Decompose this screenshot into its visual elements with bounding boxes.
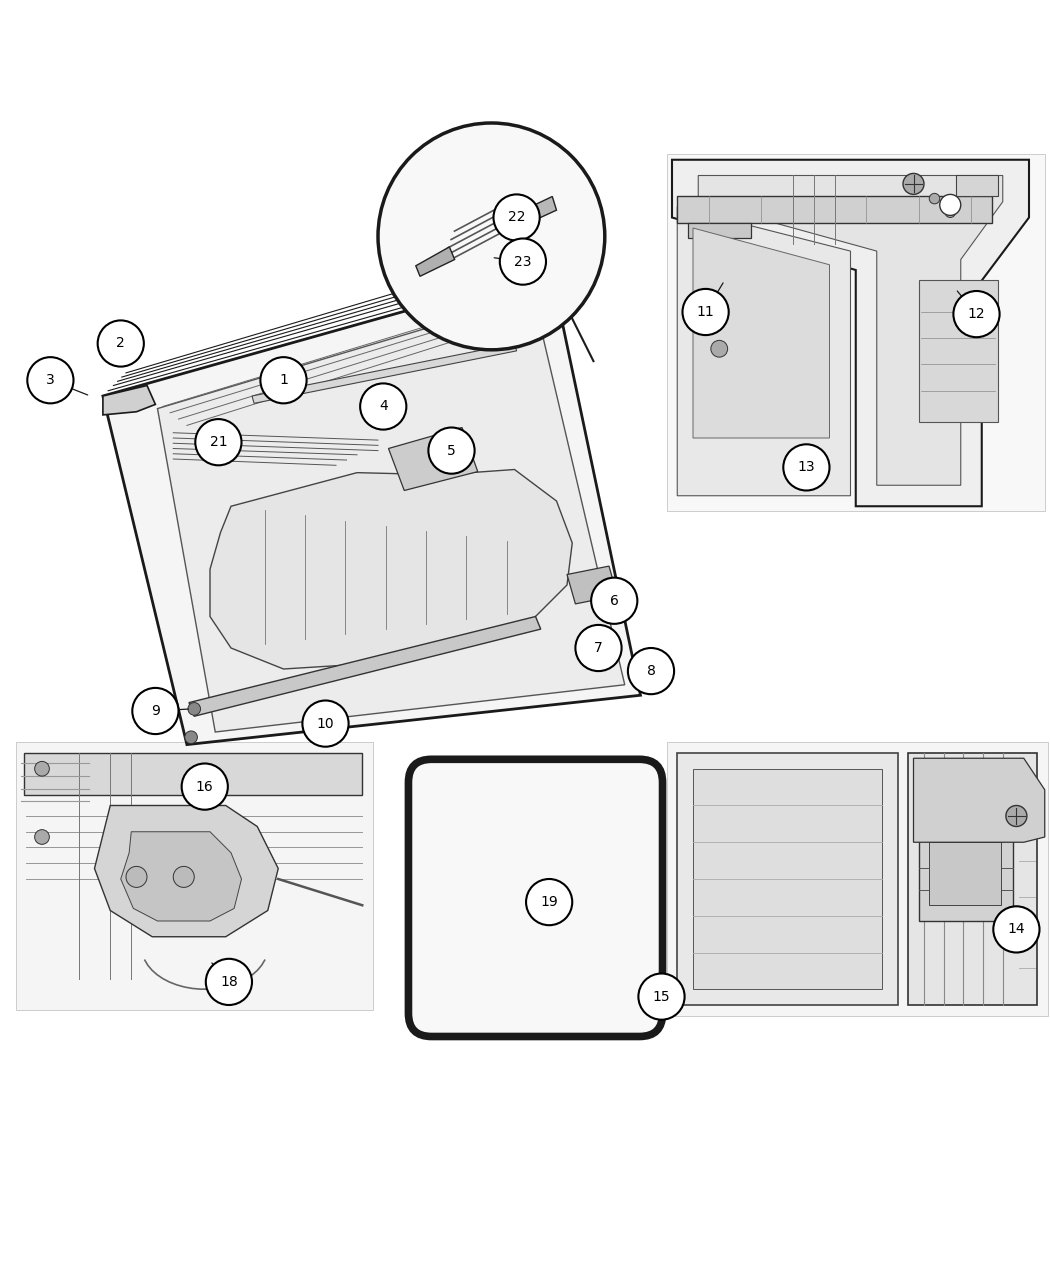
Circle shape xyxy=(953,291,1000,337)
Circle shape xyxy=(945,207,956,218)
Polygon shape xyxy=(103,385,155,414)
Text: 10: 10 xyxy=(317,717,334,731)
Polygon shape xyxy=(698,176,1003,486)
FancyBboxPatch shape xyxy=(16,742,373,1010)
Polygon shape xyxy=(24,754,362,796)
Text: 15: 15 xyxy=(653,989,670,1003)
Polygon shape xyxy=(693,769,882,989)
Polygon shape xyxy=(252,343,517,403)
Circle shape xyxy=(35,830,49,844)
Circle shape xyxy=(711,340,728,357)
Circle shape xyxy=(500,238,546,284)
Circle shape xyxy=(929,194,940,204)
Polygon shape xyxy=(388,427,478,491)
Circle shape xyxy=(591,578,637,623)
Circle shape xyxy=(302,700,349,747)
Text: 16: 16 xyxy=(196,779,213,793)
Text: 7: 7 xyxy=(594,641,603,655)
Text: 4: 4 xyxy=(379,399,387,413)
Polygon shape xyxy=(688,223,751,238)
Circle shape xyxy=(195,419,242,465)
Circle shape xyxy=(526,878,572,926)
Text: 19: 19 xyxy=(541,895,558,909)
Circle shape xyxy=(27,357,74,403)
Text: 5: 5 xyxy=(447,444,456,458)
Circle shape xyxy=(428,427,475,474)
Circle shape xyxy=(632,663,649,680)
Text: 9: 9 xyxy=(151,704,160,718)
Text: 1: 1 xyxy=(279,374,288,388)
Text: 8: 8 xyxy=(647,664,655,678)
Circle shape xyxy=(260,357,307,403)
Circle shape xyxy=(185,731,197,743)
FancyBboxPatch shape xyxy=(667,154,1045,511)
Polygon shape xyxy=(103,270,640,745)
Circle shape xyxy=(126,867,147,887)
Text: 12: 12 xyxy=(968,307,985,321)
Circle shape xyxy=(1006,806,1027,826)
Polygon shape xyxy=(210,469,572,669)
Circle shape xyxy=(132,688,179,734)
Circle shape xyxy=(993,907,1040,952)
Circle shape xyxy=(182,764,228,810)
Text: 23: 23 xyxy=(514,255,531,269)
Polygon shape xyxy=(567,566,617,604)
Polygon shape xyxy=(908,754,1037,1005)
Polygon shape xyxy=(672,159,1029,506)
Text: 11: 11 xyxy=(697,305,714,319)
Text: 6: 6 xyxy=(610,594,618,608)
Text: 2: 2 xyxy=(117,337,125,351)
Text: 21: 21 xyxy=(210,435,227,449)
FancyBboxPatch shape xyxy=(667,742,1048,1015)
Circle shape xyxy=(783,444,830,491)
Polygon shape xyxy=(158,296,625,732)
Polygon shape xyxy=(693,228,830,439)
Circle shape xyxy=(638,974,685,1020)
Polygon shape xyxy=(94,806,278,937)
Text: 22: 22 xyxy=(508,210,525,224)
Polygon shape xyxy=(919,280,998,422)
Text: 3: 3 xyxy=(46,374,55,388)
Polygon shape xyxy=(677,196,992,223)
Polygon shape xyxy=(677,754,898,1005)
Text: 18: 18 xyxy=(220,975,237,989)
Circle shape xyxy=(940,194,961,215)
Circle shape xyxy=(575,625,622,671)
Circle shape xyxy=(206,959,252,1005)
Circle shape xyxy=(1006,915,1027,937)
Circle shape xyxy=(188,703,201,715)
Text: 13: 13 xyxy=(798,460,815,474)
Circle shape xyxy=(173,867,194,887)
Text: 14: 14 xyxy=(1008,922,1025,936)
Circle shape xyxy=(628,648,674,694)
Polygon shape xyxy=(914,759,1045,843)
Circle shape xyxy=(903,173,924,194)
Polygon shape xyxy=(677,207,850,496)
Circle shape xyxy=(682,289,729,335)
Polygon shape xyxy=(919,826,1013,921)
Polygon shape xyxy=(416,247,455,277)
Circle shape xyxy=(360,384,406,430)
Circle shape xyxy=(35,761,49,776)
Circle shape xyxy=(378,122,605,349)
Circle shape xyxy=(98,320,144,367)
Polygon shape xyxy=(929,843,1001,905)
Polygon shape xyxy=(512,196,556,228)
Polygon shape xyxy=(121,831,242,921)
Polygon shape xyxy=(189,617,541,717)
Polygon shape xyxy=(956,176,997,196)
FancyBboxPatch shape xyxy=(408,760,663,1037)
Circle shape xyxy=(494,194,540,241)
